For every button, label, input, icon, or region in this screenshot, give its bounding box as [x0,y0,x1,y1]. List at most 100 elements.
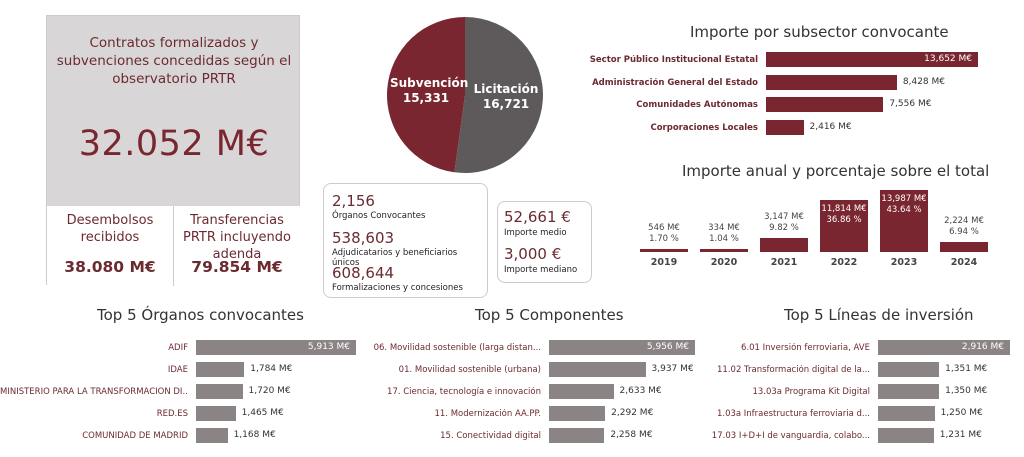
bar-value-label: 2,258 M€ [610,430,653,440]
formalizaciones-count: 608,644 [332,264,395,282]
year-bar-2020[interactable] [700,249,748,252]
bar-value-label: 1,720 M€ [248,386,291,396]
bar-value-label: 3,937 M€ [651,364,694,374]
organos-count: 2,156 [332,192,375,210]
bar-label: 13.03a Programa Kit Digital [752,387,870,397]
year-amount: 11,814 M€ [821,203,867,214]
bar-label: Comunidades Autónomas [636,100,758,110]
year-percent: 1.70 % [649,234,679,244]
year-percent: 43.64 % [886,205,922,215]
pie-licitacion-value: 16,721 [482,97,530,111]
bar-label: 6.01 Inversión ferroviaria, AVE [741,343,870,353]
bar[interactable] [549,384,614,399]
pie-subvencion-name: Subvención [390,76,469,90]
stats-box-amounts: 52,661 € Importe medio 3,000 € Importe m… [497,201,592,283]
top-componentes-bar-chart: 06. Movilidad sostenible (larga distan..… [370,340,710,444]
bar[interactable] [766,74,897,90]
bar[interactable] [878,428,934,443]
bar[interactable] [549,406,606,421]
year-value-label: 13,987 M€ 43.64 % [880,194,928,216]
year-value-label: 546 M€ 1.70 % [640,223,688,245]
pie-slice-subvencion[interactable] [386,17,465,173]
year-bar-2024[interactable] [940,242,988,252]
adjudicatarios-count: 538,603 [332,229,395,247]
importe-mediano-label: Importe mediano [504,265,578,275]
anual-bar-chart: 546 M€ 1.70 % 2019 334 M€ 1.04 % 2020 3,147 M€… [640,186,1000,274]
bar-value-label: 2,916 M€ [961,342,1004,352]
bar-value-label: 7,556 M€ [889,99,932,109]
subsector-title: Importe por subsector convocante [690,23,949,41]
year-bar-2019[interactable] [640,249,688,252]
pie-label-subvencion: Subvención 15,331 [390,76,469,106]
year-amount: 334 M€ [708,223,740,233]
bar-value-label: 8,428 M€ [902,76,945,87]
kpi-total-value: 32.052 M€ [78,124,270,164]
bar[interactable] [549,362,646,377]
year-amount: 3,147 M€ [764,212,804,223]
bar[interactable] [196,384,243,399]
bar[interactable] [766,52,978,67]
bar[interactable] [196,340,356,355]
bar[interactable] [196,362,245,377]
anual-title: Importe anual y porcentaje sobre el tota… [682,162,990,180]
year-tick-label: 2024 [950,257,978,268]
kpi-title: Contratos formalizados y subvenciones co… [56,35,292,87]
top-organos-bar-chart: ADIF 5,913 M€ IDAE 1,784 M€ MINISTERIO PARA … [0,340,360,444]
pie-subvencion-value: 15,331 [402,91,450,105]
top-componentes-title: Top 5 Componentes [475,306,624,324]
year-bar-2021[interactable] [760,238,808,252]
year-value-label: 334 M€ 1.04 % [700,223,748,245]
bar-label: Corporaciones Locales [650,122,758,133]
bar[interactable] [766,97,884,112]
bar-label: MINISTERIO PARA LA TRANSFORMACIÓN DI... [0,387,188,397]
bar-value-label: 5,956 M€ [646,342,689,352]
top-lineas-bar-chart: 6.01 Inversión ferroviaria, AVE 2,916 M€ 1… [700,340,1020,444]
bar-label: Sector Público Institucional Estatal [589,55,758,65]
bar[interactable] [878,406,935,421]
bar-value-label: 1,784 M€ [250,364,293,374]
year-amount: 13,987 M€ [881,194,927,204]
subsector-bar-chart: Sector Público Institucional Estatal 13,6… [560,52,980,144]
year-tick-label: 2022 [830,257,858,268]
top-organos-title: Top 5 Órganos convocantes [97,306,304,324]
year-tick-label: 2023 [890,257,918,268]
year-bar-2022[interactable] [820,199,868,252]
stats-box-counts: 2,156 Órganos Convocantes 538,603 Adjudi… [323,183,488,298]
bar-label: 01. Movilidad sostenible (urbana) [398,365,541,375]
bar[interactable] [549,340,695,355]
year-amount: 2,224 M€ [944,216,984,227]
pie-label-licitacion: Licitación 16,721 [470,82,542,112]
pie-licitacion-name: Licitación [473,82,539,96]
year-percent: 9.82 % [769,223,799,234]
importe-mediano-value: 3,000 € [504,245,562,263]
top-lineas-title: Top 5 Líneas de inversión [784,306,974,324]
bar-value-label: 1,231 M€ [939,430,982,440]
bar[interactable] [878,340,1010,355]
pie-slice-licitacion[interactable] [454,17,543,173]
bar-value-label: 2,416 M€ [809,121,852,132]
bar-label: 15. Conectividad digital [440,431,541,441]
bar-value-label: 1,250 M€ [940,408,983,418]
transferencias-label: Transferencias PRTR incluyendo adenda [182,213,292,262]
year-value-label: 11,814 M€ 36.86 % [820,204,868,226]
organos-label: Órganos Convocantes [332,211,426,221]
bar[interactable] [766,119,804,135]
year-percent: 36.86 % [826,214,862,225]
bar[interactable] [549,428,605,443]
kpi-bottom-panel: Desembolsos recibidos 38.080 M€ Transfer… [47,206,301,286]
type-pie-chart: Subvención 15,331 Licitación 16,721 [384,14,546,176]
year-amount: 546 M€ [648,223,680,233]
bar[interactable] [196,428,228,443]
kpi-divider [173,206,174,286]
bar-value-label: 1,168 M€ [233,430,276,440]
year-bar-2023[interactable] [880,190,928,252]
bar-value-label: 5,913 M€ [307,342,350,352]
bar-label: 11. Modernización AA.PP. [434,409,541,419]
bar[interactable] [878,362,940,377]
adjudicatarios-label: Adjudicatarios y beneficiarios únicos [332,248,458,268]
desembolsos-value: 38.080 M€ [64,258,156,276]
bar[interactable] [878,384,940,399]
pie-svg [386,17,543,173]
transferencias-value: 79.854 M€ [191,258,283,276]
bar[interactable] [196,406,236,421]
